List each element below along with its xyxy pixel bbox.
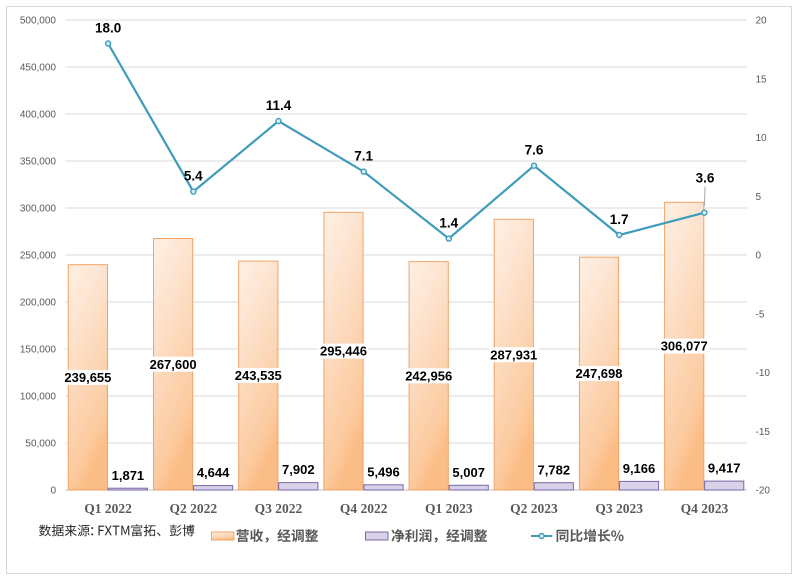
svg-text:3.6: 3.6 — [696, 170, 715, 185]
svg-text:250,000: 250,000 — [20, 251, 57, 262]
svg-text:Q3 2023: Q3 2023 — [595, 501, 643, 516]
svg-text:-5: -5 — [756, 309, 765, 320]
svg-text:5,007: 5,007 — [452, 465, 485, 480]
svg-text:200,000: 200,000 — [20, 298, 57, 309]
svg-text:5.4: 5.4 — [184, 169, 203, 184]
svg-text:1,871: 1,871 — [112, 468, 145, 483]
svg-text:Q2 2022: Q2 2022 — [169, 501, 217, 516]
svg-text:10: 10 — [756, 133, 768, 144]
svg-text:Q4 2022: Q4 2022 — [340, 501, 388, 516]
svg-text:-20: -20 — [756, 486, 771, 497]
svg-text:-15: -15 — [756, 427, 771, 438]
svg-text:7,902: 7,902 — [282, 462, 315, 477]
svg-text:100,000: 100,000 — [20, 392, 57, 403]
svg-text:-10: -10 — [756, 368, 771, 379]
svg-text:9,417: 9,417 — [708, 461, 741, 476]
svg-text:Q1 2022: Q1 2022 — [84, 501, 132, 516]
svg-text:500,000: 500,000 — [20, 16, 57, 27]
svg-text:287,931: 287,931 — [490, 347, 537, 362]
svg-text:18.0: 18.0 — [95, 21, 121, 36]
svg-text:Q1 2023: Q1 2023 — [425, 501, 473, 516]
svg-text:295,446: 295,446 — [320, 344, 367, 359]
svg-text:5,496: 5,496 — [367, 464, 400, 479]
svg-text:242,956: 242,956 — [405, 368, 452, 383]
svg-text:Q3 2022: Q3 2022 — [255, 501, 303, 516]
svg-text:0: 0 — [50, 486, 56, 497]
svg-text:243,535: 243,535 — [235, 368, 282, 383]
svg-text:350,000: 350,000 — [20, 157, 57, 168]
svg-text:Q4 2023: Q4 2023 — [681, 501, 729, 516]
svg-text:400,000: 400,000 — [20, 110, 57, 121]
svg-text:0: 0 — [756, 251, 762, 262]
svg-text:4,644: 4,644 — [197, 465, 230, 480]
svg-text:7.1: 7.1 — [354, 149, 373, 164]
svg-text:15: 15 — [756, 74, 768, 85]
svg-text:239,655: 239,655 — [64, 370, 111, 385]
svg-text:20: 20 — [756, 16, 768, 27]
svg-text:1.4: 1.4 — [439, 216, 458, 231]
svg-text:1.7: 1.7 — [610, 212, 629, 227]
svg-text:247,698: 247,698 — [576, 366, 623, 381]
svg-text:450,000: 450,000 — [20, 63, 57, 74]
svg-text:7.6: 7.6 — [525, 143, 544, 158]
svg-text:11.4: 11.4 — [266, 98, 292, 113]
svg-text:7,782: 7,782 — [538, 462, 571, 477]
svg-text:267,600: 267,600 — [150, 357, 197, 372]
svg-text:5: 5 — [756, 192, 762, 203]
svg-text:150,000: 150,000 — [20, 345, 57, 356]
svg-text:300,000: 300,000 — [20, 204, 57, 215]
svg-text:50,000: 50,000 — [25, 439, 56, 450]
svg-text:306,077: 306,077 — [661, 339, 708, 354]
svg-text:Q2 2023: Q2 2023 — [510, 501, 558, 516]
svg-text:9,166: 9,166 — [623, 461, 656, 476]
